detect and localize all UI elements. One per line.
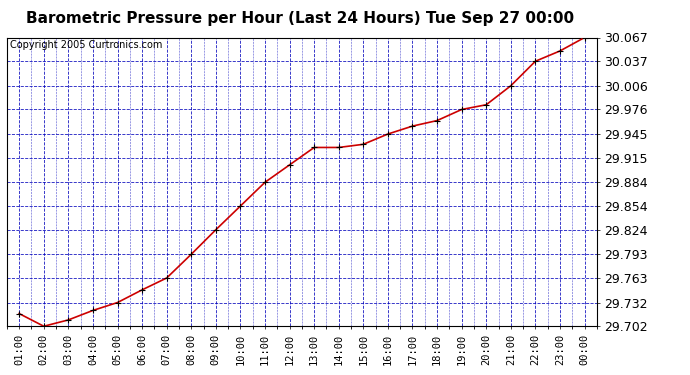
Text: Barometric Pressure per Hour (Last 24 Hours) Tue Sep 27 00:00: Barometric Pressure per Hour (Last 24 Ho… (26, 11, 574, 26)
Text: Copyright 2005 Curtronics.com: Copyright 2005 Curtronics.com (10, 40, 162, 50)
